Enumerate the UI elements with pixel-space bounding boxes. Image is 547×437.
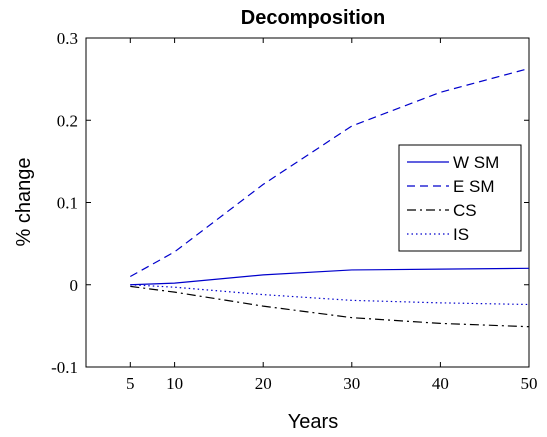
series-line-w-sm [130, 267, 530, 286]
legend-box [398, 144, 522, 252]
legend-label: IS [453, 225, 469, 244]
data-point [350, 268, 353, 271]
data-point [350, 125, 353, 128]
data-point [439, 322, 442, 325]
data-point [129, 283, 132, 286]
legend-label: CS [453, 201, 477, 220]
x-tick-label: 40 [432, 374, 449, 393]
data-point [439, 268, 442, 271]
y-tick-label: -0.1 [51, 358, 78, 377]
chart-title: Decomposition [241, 7, 385, 29]
x-axis-label: Years [288, 411, 338, 433]
x-tick-label: 10 [166, 374, 183, 393]
series-line-e-sm [130, 67, 530, 278]
legend-label: E SM [453, 177, 495, 196]
legend: W SM E SM CS IS [398, 144, 522, 252]
x-tick-label: 50 [521, 374, 538, 393]
series-line-cs [130, 285, 530, 328]
data-point [350, 316, 353, 319]
data-point [129, 275, 132, 278]
data-point [173, 250, 176, 253]
data-point [173, 291, 176, 294]
data-point [528, 303, 531, 306]
data-point [262, 293, 265, 296]
y-axis-label: % change [13, 158, 35, 247]
data-point [528, 325, 531, 328]
data-point [262, 273, 265, 276]
x-tick-label: 5 [126, 374, 135, 393]
x-tick-label: 30 [343, 374, 360, 393]
data-point [350, 299, 353, 302]
data-point [262, 305, 265, 308]
y-tick-label: 0.3 [57, 29, 78, 48]
data-point [439, 301, 442, 304]
data-point [173, 286, 176, 289]
data-point [262, 183, 265, 186]
y-tick-label: 0 [70, 276, 79, 295]
y-tick-label: 0.2 [57, 111, 78, 130]
data-point [528, 67, 531, 70]
y-tick-label: 0.1 [57, 194, 78, 213]
data-point [173, 282, 176, 285]
data-point [528, 267, 531, 270]
x-tick-label: 20 [255, 374, 272, 393]
plot-area: 5 10 20 30 40 50 -0.1 0 0.1 0.2 0.3 [51, 29, 537, 393]
series-line-is [130, 284, 530, 306]
data-point [439, 91, 442, 94]
legend-label: W SM [453, 153, 499, 172]
